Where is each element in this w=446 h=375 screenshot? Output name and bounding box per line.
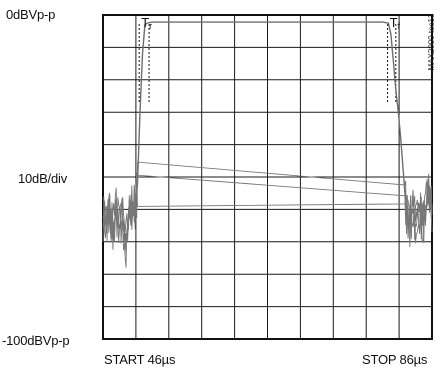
marker-subscript: f [397,21,401,31]
marker-subscript: r [149,21,153,31]
marker-name: T [389,15,398,30]
trace-line [102,21,433,242]
y-axis-scale-label: 10dB/div [18,171,67,186]
x-axis-start-label: START 46µs [104,352,176,367]
y-axis-top-label: 0dBVp-p [6,7,56,22]
trace-noise-2 [102,174,433,254]
y-axis-bottom-label: -100dBVp-p [2,333,70,348]
transition-marker-label: Tr [141,16,152,33]
x-axis-stop-label: STOP 86µs [362,352,428,367]
plot-frame [102,14,433,340]
transition-marker-label: Tf [390,16,400,33]
marker-name: T [141,15,150,30]
